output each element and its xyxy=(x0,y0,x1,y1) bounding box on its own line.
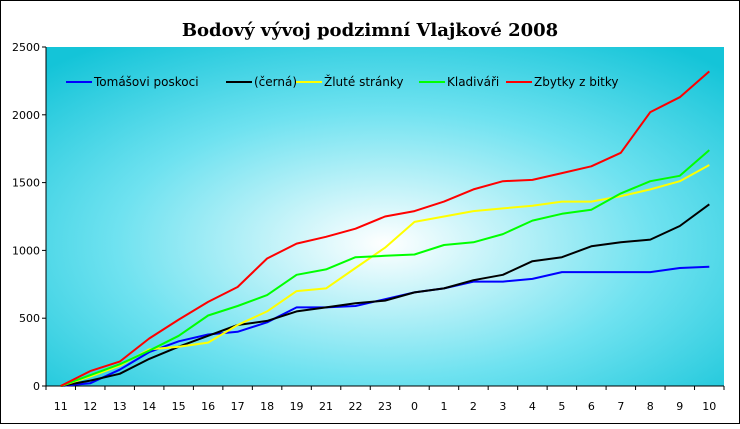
legend: Tomášovi poskoci (černá) Žluté stránky Klad… xyxy=(66,74,618,89)
y-tick-label: 1000 xyxy=(12,244,40,257)
series-line-4 xyxy=(60,149,710,387)
series-layer xyxy=(60,70,710,387)
legend-label: Kladiváři xyxy=(447,75,499,89)
x-tick-label: 19 xyxy=(290,400,304,413)
legend-label: Zbytky z bitky xyxy=(534,75,618,89)
x-tick-label: 7 xyxy=(617,400,624,413)
x-tick-label: 1 xyxy=(440,400,447,413)
x-tick-label: 14 xyxy=(142,400,156,413)
x-tick-label: 8 xyxy=(647,400,654,413)
y-tick-label: 500 xyxy=(19,312,40,325)
x-tick-label: 15 xyxy=(172,400,186,413)
x-tick-label: 6 xyxy=(588,400,595,413)
x-tick-label: 4 xyxy=(529,400,536,413)
series-line-5 xyxy=(60,70,710,387)
y-tick-label: 0 xyxy=(33,380,40,393)
x-tick-label: 9 xyxy=(676,400,683,413)
series-line-2 xyxy=(60,203,710,387)
chart-title: Bodový vývoj podzimní Vlajkové 2008 xyxy=(182,20,558,41)
x-tick-label: 3 xyxy=(499,400,506,413)
x-tick-label: 13 xyxy=(113,400,127,413)
series-line-1 xyxy=(60,265,710,387)
legend-label: (černá) xyxy=(254,75,297,89)
x-tick-label: 17 xyxy=(231,400,245,413)
x-tick-label: 5 xyxy=(558,400,565,413)
y-tick-label: 2500 xyxy=(12,41,40,54)
x-tick-label: 11 xyxy=(54,400,68,413)
x-tick-label: 21 xyxy=(319,400,333,413)
x-tick-label: 18 xyxy=(260,400,274,413)
legend-label: Tomášovi poskoci xyxy=(93,75,199,89)
x-tick-label: 2 xyxy=(470,400,477,413)
x-tick-label: 10 xyxy=(702,400,716,413)
y-tick-label: 1500 xyxy=(12,177,40,190)
x-tick-label: 12 xyxy=(83,400,97,413)
x-tick-label: 0 xyxy=(411,400,418,413)
y-tick-label: 2000 xyxy=(12,109,40,122)
x-tick-label: 16 xyxy=(201,400,215,413)
x-tick-label: 23 xyxy=(378,400,392,413)
series-line-3 xyxy=(60,164,710,387)
x-tick-label: 22 xyxy=(349,400,363,413)
legend-label: Žluté stránky xyxy=(324,74,404,89)
